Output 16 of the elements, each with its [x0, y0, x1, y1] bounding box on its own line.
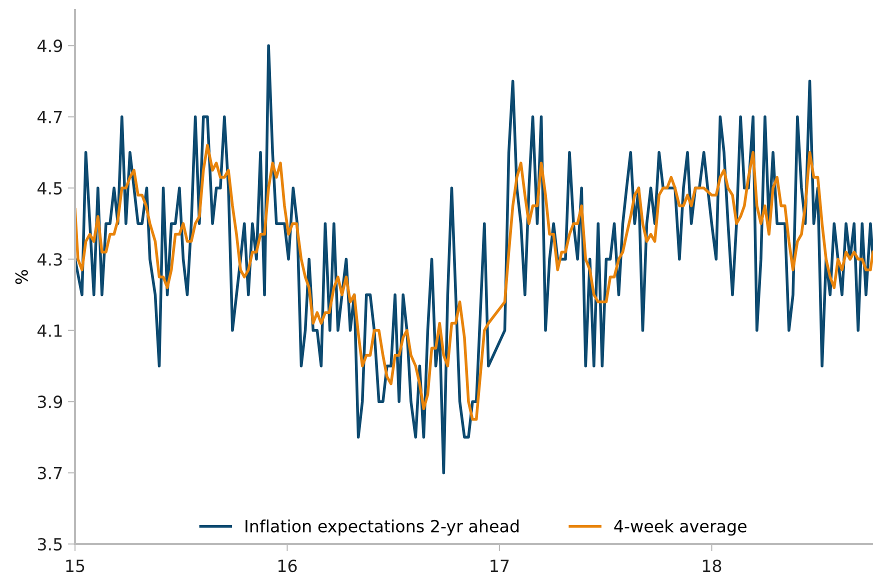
y-tick-label: 4.9 — [38, 40, 62, 52]
y-axis-title: % — [15, 270, 28, 284]
line-series — [75, 144, 873, 421]
legend-label: 4-week average — [614, 520, 746, 536]
x-tick-label: 15 — [66, 560, 84, 572]
x-tick-label: 18 — [702, 560, 722, 572]
y-tick-label: 3.9 — [38, 396, 62, 408]
y-tick-label: 3.5 — [38, 538, 62, 551]
y-tick-label: 3.7 — [38, 466, 62, 480]
y-tick-label: 4.3 — [38, 253, 62, 266]
legend-label: Inflation expectations 2-yr ahead — [246, 520, 519, 536]
y-tick-label: 4.7 — [38, 110, 62, 124]
y-tick-label: 4.1 — [38, 324, 62, 337]
x-tick-label: 17 — [490, 560, 509, 572]
x-tick-label: 16 — [278, 560, 297, 572]
y-tick-label: 4.5 — [38, 182, 62, 195]
